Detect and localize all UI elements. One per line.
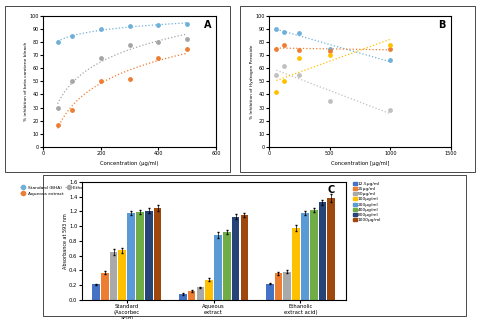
Bar: [327, 198, 335, 300]
Text: A: A: [204, 20, 211, 30]
Bar: [240, 215, 248, 300]
Gallic acid: [326, 46, 334, 51]
Aqueous extract: [54, 122, 61, 127]
Bar: [232, 217, 240, 300]
Legend: Gallic acid, Ascorbic acid, Aqueous Extract, Ethanol extract: Gallic acid, Ascorbic acid, Aqueous Extr…: [238, 186, 321, 196]
Text: C: C: [327, 185, 335, 195]
Ethanol extract: [273, 89, 280, 94]
Legend: 12.5μg/ml, 25μg/ml, 50μg/ml, 100μg/ml, 200μg/ml, 400μg/ml, 800μg/ml, 1000μg/ml: 12.5μg/ml, 25μg/ml, 50μg/ml, 100μg/ml, 2…: [353, 182, 382, 222]
Bar: [319, 203, 326, 300]
X-axis label: Concentration (μg/ml): Concentration (μg/ml): [100, 161, 159, 167]
Bar: [223, 232, 231, 300]
Bar: [301, 213, 309, 300]
Aqueous extract: [155, 55, 162, 60]
Standard (BHA): [68, 33, 76, 38]
Bar: [205, 280, 213, 300]
Bar: [127, 213, 135, 300]
Gallic acid: [295, 30, 303, 35]
Bar: [188, 291, 195, 300]
Standard (BHA): [183, 21, 191, 26]
Aqueous extract: [126, 76, 133, 81]
Bar: [196, 287, 204, 300]
Gallic acid: [273, 26, 280, 32]
Ethanol extract: [295, 55, 303, 60]
Bar: [145, 211, 153, 300]
Standard (BHA): [155, 23, 162, 28]
Bar: [136, 212, 144, 300]
Bar: [154, 208, 161, 300]
Bar: [179, 294, 187, 300]
Bar: [266, 284, 274, 300]
Ascorbic acid: [326, 49, 334, 54]
Y-axis label: % inhibition of beta carotene bleach: % inhibition of beta carotene bleach: [24, 42, 28, 121]
Ethanolic extract: [54, 105, 61, 110]
Aqueous Extract: [295, 72, 303, 78]
Bar: [119, 250, 126, 300]
Ascorbic acid: [295, 48, 303, 53]
Ethanolic extract: [97, 55, 105, 60]
Ascorbic acid: [386, 46, 394, 51]
X-axis label: Concentration [μg/ml]: Concentration [μg/ml]: [331, 161, 389, 167]
Y-axis label: Absorbance at 593 nm: Absorbance at 593 nm: [63, 213, 68, 269]
Ethanolic extract: [155, 40, 162, 45]
Aqueous Extract: [273, 72, 280, 78]
Gallic acid: [280, 29, 288, 34]
Bar: [283, 272, 291, 300]
Ethanolic extract: [126, 42, 133, 47]
Ascorbic acid: [280, 42, 288, 47]
Standard (BHA): [97, 26, 105, 32]
Text: B: B: [438, 20, 446, 30]
Ethanol extract: [280, 79, 288, 84]
Standard (BHA): [126, 24, 133, 29]
Standard (BHA): [54, 40, 61, 45]
Aqueous extract: [68, 108, 76, 113]
Aqueous extract: [183, 46, 191, 51]
Ethanol extract: [386, 42, 394, 47]
Ethanol extract: [326, 53, 334, 58]
Y-axis label: % Inhibition of Hydrogen Peroxide: % Inhibition of Hydrogen Peroxide: [250, 44, 254, 119]
Ethanolic extract: [68, 79, 76, 84]
Aqueous Extract: [280, 63, 288, 68]
Bar: [310, 210, 317, 300]
Bar: [110, 252, 118, 300]
Aqueous extract: [97, 79, 105, 84]
Legend: Standard (BHA), Aqueous extract, Ethanolic extract: Standard (BHA), Aqueous extract, Ethanol…: [20, 186, 110, 196]
Bar: [101, 272, 108, 300]
Bar: [275, 273, 282, 300]
Ethanolic extract: [183, 37, 191, 42]
Aqueous Extract: [386, 108, 394, 113]
Bar: [292, 228, 300, 300]
Aqueous Extract: [326, 98, 334, 103]
Ascorbic acid: [273, 46, 280, 51]
Bar: [92, 284, 100, 300]
Bar: [214, 235, 222, 300]
Gallic acid: [386, 58, 394, 63]
